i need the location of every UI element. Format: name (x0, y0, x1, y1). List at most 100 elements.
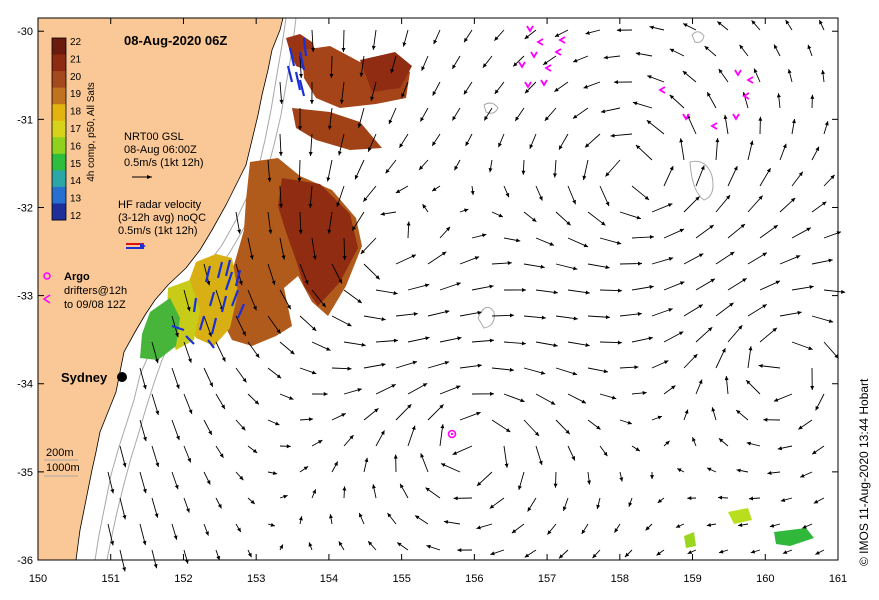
current-vector-head (271, 280, 276, 285)
current-vector-head (572, 266, 578, 271)
current-vector-head (415, 515, 420, 520)
current-vector-head (649, 25, 654, 30)
current-vector-head (488, 167, 493, 173)
current-vector-head (489, 284, 494, 289)
sydney-label: Sydney (61, 370, 108, 385)
current-vector-head (317, 440, 323, 444)
current-vector-head (815, 405, 820, 411)
current-vector-head (357, 298, 362, 303)
current-vector-head (393, 291, 398, 296)
current-vector-head (419, 165, 424, 170)
current-vector-head (540, 370, 546, 375)
current-vector-head (443, 520, 449, 525)
sst-patch (140, 298, 180, 360)
current-vector-head (477, 363, 482, 368)
current-vector-head (439, 404, 444, 409)
current-vector-head (276, 374, 282, 379)
current-vector-head (798, 171, 803, 177)
current-vector-head (323, 392, 328, 397)
current-vector-head (538, 460, 543, 466)
credit-text: © IMOS 11-Aug-2020 13:44 Hobart (857, 378, 871, 566)
current-vector-head (299, 73, 304, 78)
current-vector-head (509, 313, 514, 318)
current-vector-head (270, 522, 275, 527)
y-tick-label: -36 (17, 555, 33, 567)
colorbar-tick-label: 20 (70, 72, 82, 83)
current-vector-head (738, 522, 743, 527)
current-vector-head (380, 430, 385, 435)
y-tick-label: -34 (17, 379, 33, 391)
current-vector-head (558, 145, 563, 150)
current-vector-head (669, 48, 675, 53)
current-vector-head (321, 302, 326, 308)
radar-vector (171, 324, 185, 332)
current-vector-head (758, 116, 763, 121)
current-vector-head (357, 388, 362, 392)
current-vector-head (387, 513, 392, 518)
current-vector-head (505, 192, 510, 198)
current-vector-head (349, 435, 354, 440)
current-vector-head (583, 243, 589, 248)
current-vector-head (268, 229, 273, 234)
current-vector-head (782, 550, 788, 554)
current-vector-head (456, 282, 461, 287)
current-vector-head (445, 226, 451, 232)
current-vector-head (155, 410, 160, 416)
radar-vector (204, 265, 212, 283)
current-vector-head (303, 466, 309, 471)
current-vector-head (529, 144, 534, 149)
colorbar-tick-label: 17 (70, 124, 82, 135)
current-vector-head (581, 399, 586, 404)
current-vector-head (562, 506, 567, 511)
current-vector-head (729, 251, 735, 256)
current-vector-head (363, 197, 368, 202)
current-vector-head (411, 425, 416, 431)
colorbar-tick-label: 18 (70, 107, 82, 118)
current-vector-head (342, 255, 347, 260)
current-vector-head (775, 280, 781, 285)
drifter-marker (524, 81, 532, 89)
current-vector-head (374, 408, 379, 413)
current-vector-head (275, 421, 280, 426)
colorbar-swatch (52, 71, 66, 89)
current-vector-head (592, 553, 597, 559)
current-vector-head (283, 494, 288, 499)
colorbar-frame (51, 37, 67, 221)
current-vector-head (298, 125, 303, 130)
current-vector-head (399, 143, 404, 148)
seamount-contour (691, 31, 705, 43)
sst-patch (360, 52, 412, 92)
colorbar-label: 4h comp, p50, All Sats (86, 82, 97, 182)
current-vector-head (252, 448, 258, 453)
current-vector-head (669, 166, 674, 171)
current-vector-head (520, 398, 525, 403)
current-vector-head (707, 327, 713, 332)
current-vector-head (828, 319, 834, 323)
y-tick-label: -35 (17, 467, 33, 479)
radar-vector (230, 289, 240, 307)
current-vector-head (412, 360, 418, 365)
current-vector-head (298, 516, 303, 521)
current-vector-head (769, 523, 775, 528)
drifter-marker (536, 38, 544, 46)
current-vector-head (543, 60, 548, 65)
current-vector-head (605, 201, 610, 207)
current-vector-head (649, 235, 654, 240)
colorbar-tick-label: 19 (70, 89, 82, 100)
current-vector-head (272, 471, 278, 476)
current-vector-head (616, 28, 621, 33)
current-vector-head (221, 404, 225, 409)
current-vector-head (453, 496, 458, 501)
drifter-marker (526, 25, 534, 33)
current-vector-head (298, 229, 303, 234)
current-vector-head (432, 187, 437, 192)
current-vector-head (308, 151, 313, 156)
current-vector-head (600, 109, 606, 114)
current-vector-head (175, 384, 180, 389)
radar-vector (298, 51, 306, 71)
current-vector-head (425, 336, 430, 341)
current-vector-head (736, 468, 741, 473)
drifter-marker (518, 61, 526, 69)
current-vector-head (678, 331, 684, 336)
x-tick-label: 159 (683, 573, 701, 585)
